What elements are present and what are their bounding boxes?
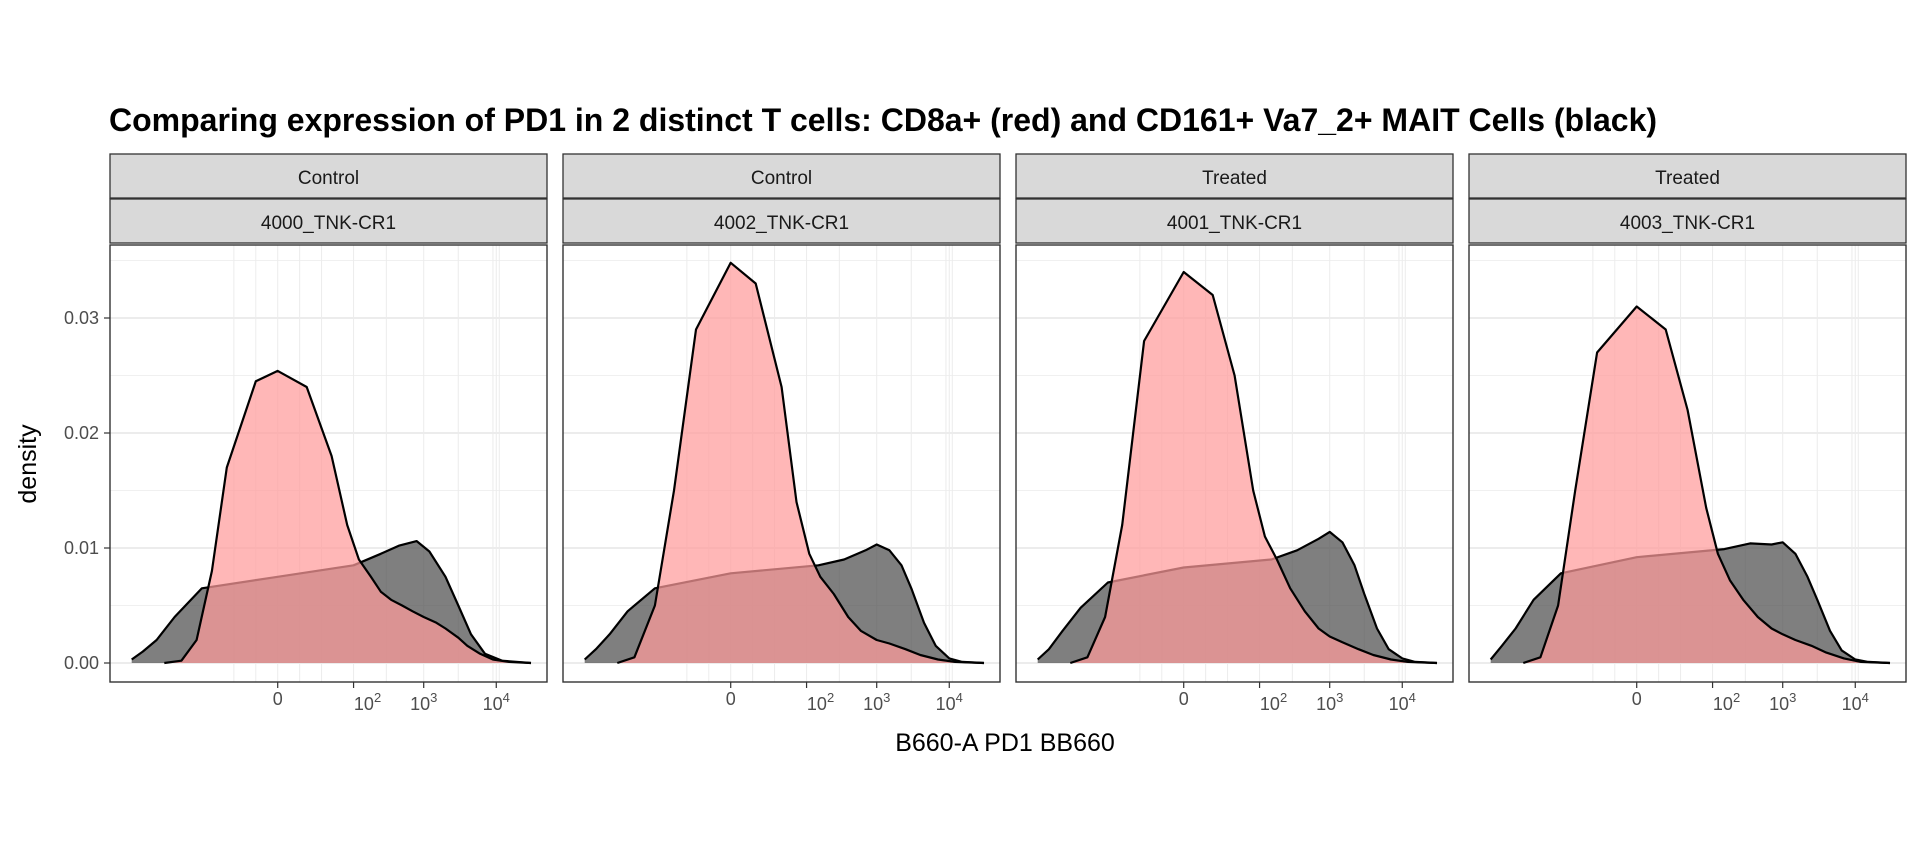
y-axis-title: density <box>14 424 42 504</box>
x-tick-label: 102 <box>1260 690 1287 714</box>
panel-border <box>562 244 1001 683</box>
x-tick-label: 103 <box>1769 690 1796 714</box>
x-tick-label: 0 <box>1632 689 1642 709</box>
strip-group-bg <box>109 153 548 199</box>
strip-sample-label: 4001_TNK-CR1 <box>1167 213 1302 234</box>
x-tick-label: 0 <box>273 689 283 709</box>
density-line-cd8a <box>1522 305 1891 665</box>
strip-group-label: Control <box>751 168 812 189</box>
strip-sample-bg <box>109 198 548 244</box>
density-line-mait <box>583 543 985 665</box>
x-tick-label: 103 <box>410 690 437 714</box>
panel-border <box>109 244 548 683</box>
density-line-cd8a <box>1069 270 1438 665</box>
x-tick-label: 103 <box>863 690 890 714</box>
strip-group-label: Control <box>298 168 359 189</box>
strip-sample-bg <box>1015 198 1454 244</box>
strip-sample-bg <box>562 198 1001 244</box>
x-tick-label: 102 <box>354 690 381 714</box>
density-area-cd8a <box>164 370 532 663</box>
y-tick-label: 0.01 <box>64 538 99 558</box>
density-line-mait <box>131 540 532 665</box>
panel-border <box>1015 244 1454 683</box>
x-tick-label: 0 <box>726 689 736 709</box>
x-tick-label: 0 <box>1179 689 1189 709</box>
density-area-cd8a <box>1523 306 1890 663</box>
strip-group-bg <box>562 153 1001 199</box>
x-tick-label: 104 <box>1389 690 1416 714</box>
strip-group-label: Treated <box>1202 168 1267 189</box>
strip-group-bg <box>1015 153 1454 199</box>
x-tick-label: 103 <box>1316 690 1343 714</box>
strip-group-label: Treated <box>1655 168 1720 189</box>
density-area-cd8a <box>1070 272 1437 663</box>
density-line-mait <box>1489 541 1891 665</box>
y-tick-label: 0.00 <box>64 653 99 673</box>
strip-sample-label: 4003_TNK-CR1 <box>1620 213 1755 234</box>
chart-title: Comparing expression of PD1 in 2 distinc… <box>109 102 1657 138</box>
panel-border <box>1468 244 1907 683</box>
facet-panel: Treated 4003_TNK-CR1 0 102 103 104 <box>1468 153 1907 714</box>
density-line-mait <box>1036 530 1438 665</box>
y-tick-label: 0.02 <box>64 423 99 443</box>
strip-sample-label: 4000_TNK-CR1 <box>261 213 396 234</box>
density-area-cd8a <box>617 262 984 663</box>
x-tick-label: 102 <box>807 690 834 714</box>
facet-panel: Control 4002_TNK-CR1 0 102 103 104 <box>562 153 1001 714</box>
facet-panels: Control 4000_TNK-CR1 0 102 103 104 Control 4002… <box>109 153 1907 714</box>
facet-panel: Treated 4001_TNK-CR1 0 102 103 104 <box>1015 153 1454 714</box>
x-tick-label: 104 <box>483 690 510 714</box>
density-line-cd8a <box>164 369 532 665</box>
x-axis-title: B660-A PD1 BB660 <box>895 729 1115 757</box>
x-tick-label: 104 <box>936 690 963 714</box>
x-tick-label: 104 <box>1842 690 1869 714</box>
y-tick-label: 0.03 <box>64 308 99 328</box>
strip-sample-label: 4002_TNK-CR1 <box>714 213 849 234</box>
x-tick-label: 102 <box>1713 690 1740 714</box>
strip-sample-bg <box>1468 198 1907 244</box>
facet-panel: Control 4000_TNK-CR1 0 102 103 104 <box>109 153 548 714</box>
y-axis: 0.00 0.01 0.02 0.03 <box>64 308 110 673</box>
strip-group-bg <box>1468 153 1907 199</box>
density-line-cd8a <box>616 261 985 665</box>
